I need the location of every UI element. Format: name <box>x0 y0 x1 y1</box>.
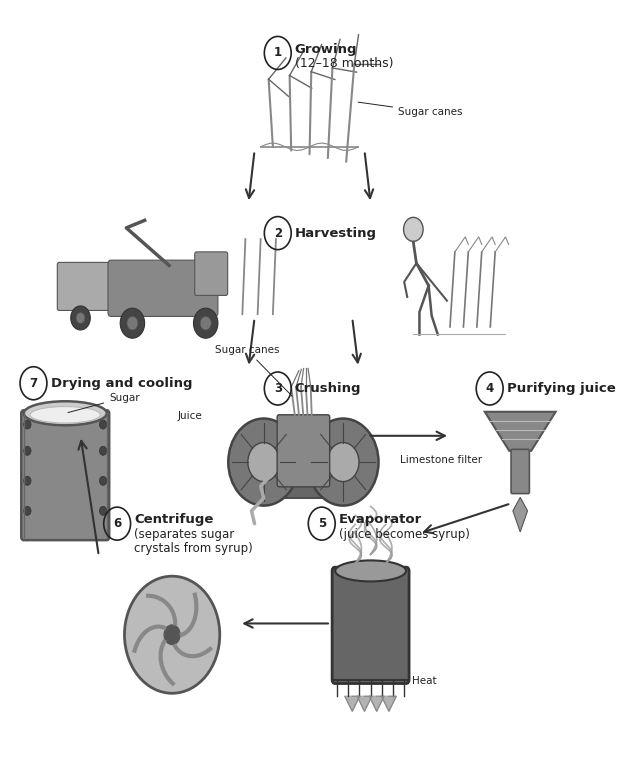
Text: Drying and cooling: Drying and cooling <box>51 376 192 390</box>
Text: (juice becomes syrup): (juice becomes syrup) <box>339 528 470 541</box>
Text: (12–18 months): (12–18 months) <box>295 57 394 70</box>
Text: Limestone filter: Limestone filter <box>399 455 482 465</box>
Circle shape <box>164 625 180 644</box>
Circle shape <box>228 418 299 505</box>
Text: 7: 7 <box>29 376 38 390</box>
Polygon shape <box>369 696 384 711</box>
Circle shape <box>124 576 220 693</box>
Text: Juice: Juice <box>178 411 203 420</box>
FancyBboxPatch shape <box>511 449 529 493</box>
Circle shape <box>127 317 138 330</box>
Circle shape <box>404 217 423 241</box>
FancyBboxPatch shape <box>195 252 228 295</box>
Circle shape <box>120 308 145 339</box>
Circle shape <box>24 477 31 485</box>
Text: Growing: Growing <box>295 43 357 55</box>
Circle shape <box>327 442 359 482</box>
Text: 1: 1 <box>274 46 282 59</box>
Text: Sugar canes: Sugar canes <box>215 345 292 396</box>
Text: (separates sugar: (separates sugar <box>134 528 234 541</box>
Circle shape <box>24 446 31 455</box>
Circle shape <box>24 420 31 429</box>
Text: Sugar: Sugar <box>68 392 140 413</box>
FancyBboxPatch shape <box>58 263 113 310</box>
Circle shape <box>99 420 107 429</box>
Text: 6: 6 <box>113 517 121 530</box>
Text: Harvesting: Harvesting <box>295 227 377 240</box>
Circle shape <box>99 506 107 515</box>
Circle shape <box>193 308 218 339</box>
Text: Sugar canes: Sugar canes <box>358 102 463 117</box>
FancyBboxPatch shape <box>21 411 109 540</box>
FancyBboxPatch shape <box>277 414 330 487</box>
Circle shape <box>24 506 31 515</box>
Polygon shape <box>381 696 396 711</box>
Text: crystals from syrup): crystals from syrup) <box>134 542 253 555</box>
Text: Heat: Heat <box>412 676 436 686</box>
Circle shape <box>248 442 280 482</box>
Circle shape <box>99 446 107 455</box>
Text: 5: 5 <box>317 517 326 530</box>
Circle shape <box>308 418 378 505</box>
Text: 4: 4 <box>486 382 494 395</box>
Circle shape <box>71 306 90 330</box>
FancyBboxPatch shape <box>332 567 409 684</box>
Circle shape <box>99 477 107 485</box>
Text: Evaporator: Evaporator <box>339 513 422 527</box>
Polygon shape <box>345 696 360 711</box>
FancyBboxPatch shape <box>108 260 218 317</box>
Circle shape <box>200 317 211 330</box>
Ellipse shape <box>30 407 100 423</box>
Text: Crushing: Crushing <box>295 382 362 395</box>
Text: 2: 2 <box>274 227 282 240</box>
Text: 3: 3 <box>274 382 282 395</box>
Circle shape <box>76 313 85 323</box>
Ellipse shape <box>24 402 107 425</box>
FancyBboxPatch shape <box>244 458 364 498</box>
Polygon shape <box>484 412 556 451</box>
Polygon shape <box>357 696 372 711</box>
Ellipse shape <box>335 560 406 581</box>
Polygon shape <box>513 497 527 532</box>
Text: Purifying juice: Purifying juice <box>507 382 616 395</box>
Text: Centrifuge: Centrifuge <box>134 513 214 527</box>
